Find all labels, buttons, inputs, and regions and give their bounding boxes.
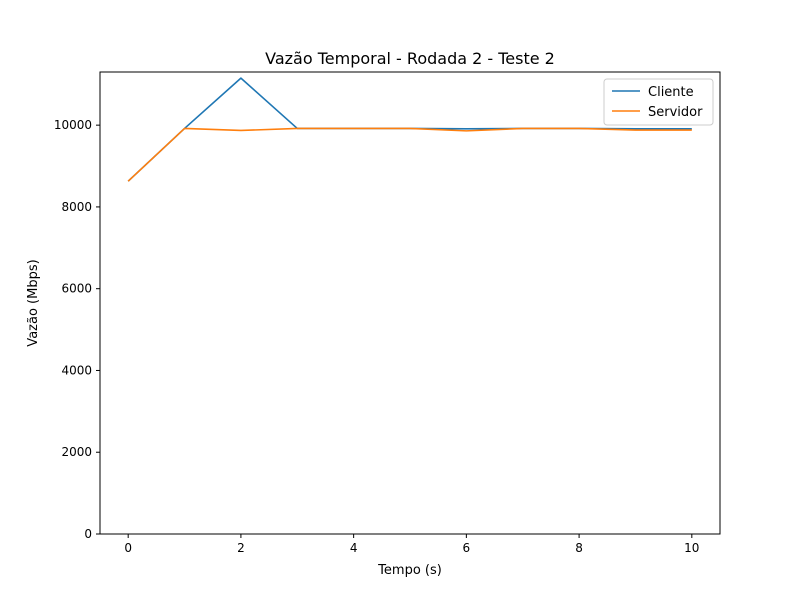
plot-lines	[127, 77, 692, 182]
series-line-servidor	[127, 127, 692, 182]
x-tick-label: 10	[684, 541, 699, 555]
y-tick-label: 10000	[54, 118, 92, 132]
y-tick-label: 0	[84, 527, 92, 541]
x-tick-label: 0	[124, 541, 132, 555]
plot-frame	[99, 71, 721, 535]
legend-label-cliente: Cliente	[648, 85, 694, 100]
y-tick-label: 4000	[61, 363, 92, 377]
x-tick-label: 6	[463, 541, 471, 555]
x-axis-label: Tempo (s)	[377, 563, 442, 578]
legend: Cliente Servidor	[603, 78, 714, 126]
y-axis: 0 2000 4000 6000 8000 10000	[54, 118, 100, 541]
y-tick-label: 2000	[61, 445, 92, 459]
x-tick-label: 8	[575, 541, 583, 555]
x-tick-label: 2	[237, 541, 245, 555]
y-axis-label: Vazão (Mbps)	[26, 259, 41, 346]
y-tick-label: 6000	[61, 282, 92, 296]
legend-label-servidor: Servidor	[648, 105, 703, 120]
chart-title: Vazão Temporal - Rodada 2 - Teste 2	[265, 49, 555, 68]
x-tick-label: 4	[350, 541, 358, 555]
y-tick-label: 8000	[61, 200, 92, 214]
x-axis: 0 2 4 6 8 10	[124, 534, 699, 555]
